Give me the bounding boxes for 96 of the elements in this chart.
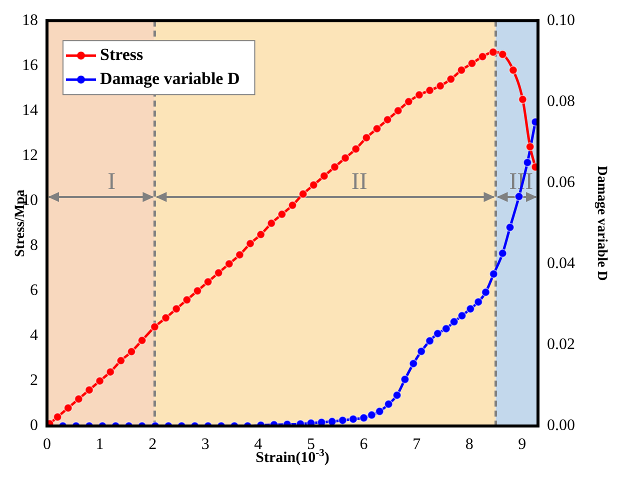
- point: [488, 48, 498, 57]
- point: [474, 297, 483, 306]
- y-tick-label: 18: [22, 12, 38, 29]
- y2-tick-label: 0.06: [547, 174, 575, 191]
- point: [74, 394, 84, 404]
- point: [383, 115, 392, 124]
- legend-label: Damage variable D: [100, 68, 240, 88]
- x-tick-label: 6: [360, 436, 368, 453]
- point: [481, 288, 490, 297]
- point: [372, 124, 382, 134]
- point: [394, 106, 403, 116]
- point: [214, 268, 224, 278]
- x-tick-label: 0: [43, 436, 51, 453]
- point: [64, 403, 73, 412]
- point: [362, 133, 371, 142]
- point: [408, 359, 418, 368]
- point: [126, 347, 136, 356]
- y-tick-label: 0: [30, 417, 38, 434]
- y-tick-label: 4: [30, 327, 38, 344]
- point: [338, 416, 348, 425]
- point: [172, 304, 181, 314]
- point: [150, 322, 160, 332]
- point: [498, 248, 508, 258]
- point: [116, 356, 126, 366]
- point: [266, 218, 276, 228]
- point: [320, 172, 329, 181]
- point: [224, 259, 234, 268]
- point: [161, 313, 170, 322]
- point: [456, 66, 466, 75]
- y-tick-label: 16: [22, 56, 38, 74]
- point: [442, 324, 451, 334]
- legend-label: Stress: [100, 44, 144, 64]
- point: [138, 336, 147, 345]
- point: [384, 400, 394, 409]
- x-tick-label: 8: [465, 436, 474, 453]
- x-tick-label: 2: [148, 436, 157, 453]
- y2-tick-label: 0.00: [547, 417, 575, 434]
- point: [478, 52, 488, 62]
- point: [392, 390, 402, 400]
- point: [246, 239, 255, 248]
- point: [508, 66, 518, 75]
- point: [309, 180, 318, 190]
- y-tick-label: 8: [30, 237, 38, 254]
- point: [436, 81, 445, 90]
- point: [375, 406, 384, 416]
- point: [235, 250, 244, 260]
- x-tick-label: 9: [518, 436, 526, 453]
- point: [425, 336, 434, 346]
- point: [204, 277, 213, 286]
- y2-tick-label: 0.10: [547, 12, 575, 29]
- point: [466, 304, 475, 314]
- point: [192, 286, 202, 296]
- y-tick-label: 12: [22, 146, 38, 164]
- y2-tick-label: 0.08: [547, 92, 575, 110]
- point: [84, 385, 94, 394]
- point: [416, 346, 426, 356]
- point: [182, 295, 192, 304]
- point: [526, 142, 535, 152]
- x-tick-label: 3: [201, 436, 210, 453]
- band-label: I: [108, 169, 116, 196]
- point: [506, 222, 515, 232]
- point: [298, 190, 308, 199]
- point: [518, 94, 528, 104]
- point: [400, 374, 410, 384]
- point: [489, 269, 498, 278]
- point: [106, 367, 115, 376]
- x-tick-label: 7: [412, 436, 421, 453]
- x-tick-label: 1: [96, 436, 104, 453]
- point: [498, 50, 508, 59]
- point: [359, 413, 368, 422]
- point: [404, 97, 414, 106]
- y-tick-label: 14: [22, 102, 38, 119]
- point: [522, 158, 532, 167]
- y2-tick-label: 0.04: [547, 255, 575, 272]
- point: [414, 90, 424, 100]
- y-tick-label: 2: [30, 372, 38, 390]
- point: [330, 162, 340, 172]
- point: [288, 200, 297, 210]
- x-tick-label: 4: [254, 436, 262, 453]
- point: [457, 311, 466, 320]
- x-tick-label: 5: [306, 436, 315, 453]
- y2-tick-label: 0.02: [547, 336, 575, 354]
- y2-axis-title: Damage variable D: [594, 166, 609, 281]
- point: [425, 86, 434, 95]
- point: [340, 153, 350, 162]
- point: [53, 412, 62, 422]
- point: [277, 210, 286, 219]
- point: [95, 376, 104, 386]
- band-label: II: [351, 169, 368, 196]
- y-tick-label: 6: [30, 282, 38, 300]
- point: [351, 144, 360, 154]
- point: [256, 230, 266, 240]
- point: [446, 74, 456, 84]
- point: [450, 317, 459, 326]
- point: [433, 329, 442, 338]
- point: [468, 58, 477, 68]
